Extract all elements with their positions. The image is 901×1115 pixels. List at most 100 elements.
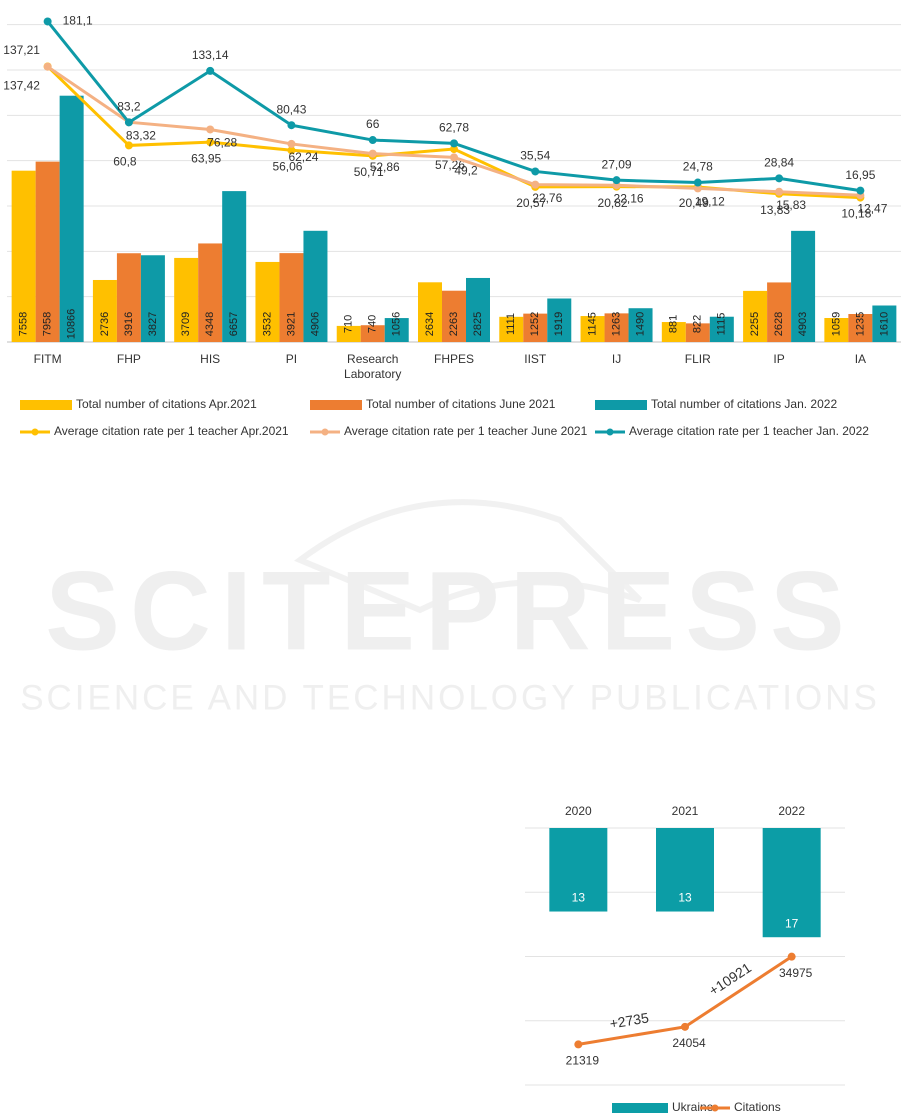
x-tick-label: FLIR (684, 352, 711, 366)
bar-value-label: 4906 (309, 312, 321, 336)
bar-value-label: 1490 (634, 312, 646, 336)
bar (824, 317, 849, 342)
bar-value-label: 2255 (749, 312, 761, 336)
bar (499, 316, 524, 342)
line-marker (450, 145, 458, 154)
bar-value-label: 17 (785, 916, 799, 930)
line-marker (124, 141, 133, 150)
bar (872, 305, 897, 342)
legend-swatch (595, 400, 647, 410)
line-value-label: 10,18 (841, 207, 871, 221)
line-value-label: 20,82 (598, 196, 628, 210)
line-marker (368, 136, 377, 145)
bar (685, 323, 710, 342)
legend-swatch (310, 400, 362, 410)
bar (549, 828, 608, 912)
legend-label: Average citation rate per 1 teacher June… (344, 424, 588, 438)
line-value-label: 15,83 (776, 198, 806, 212)
watermark-shape (293, 499, 643, 614)
line-marker (287, 121, 296, 130)
bar-value-label: 1059 (830, 312, 842, 336)
bar (767, 282, 792, 342)
bar-value-label: 7958 (42, 312, 54, 336)
bar (604, 313, 629, 342)
line-marker (287, 139, 296, 148)
line-value-label: 137,42 (3, 79, 40, 93)
legend-swatch-marker (606, 428, 614, 436)
legend-label: Average citation rate per 1 teacher Jan.… (629, 424, 869, 438)
line-marker (681, 1022, 689, 1031)
x-tick-label: FHP (116, 352, 141, 366)
bar (656, 828, 714, 912)
legend-swatch-marker (321, 428, 329, 436)
line-value-label: 19,12 (695, 195, 725, 209)
bar (523, 313, 548, 342)
bar-value-label: 10866 (66, 309, 78, 340)
legend-label: Average citation rate per 1 teacher Apr.… (54, 424, 289, 438)
x-tick-label: IIST (524, 352, 547, 366)
legend-label: Total number of citations Jan. 2022 (651, 397, 837, 411)
line-value-label: 50,71 (354, 165, 384, 179)
line-marker (612, 176, 621, 185)
bar-value-label: 3709 (180, 312, 192, 336)
bar (198, 243, 223, 342)
line-value-label: 62,24 (288, 150, 318, 164)
bar-value-label: 7558 (18, 312, 30, 336)
line-value-label: 24,78 (683, 160, 713, 174)
x-tick-label: 2021 (672, 804, 699, 818)
line-value-label: 34975 (779, 966, 813, 980)
bar (762, 828, 821, 938)
bar-value-label: 1919 (553, 312, 565, 336)
line-marker (531, 180, 540, 189)
bar (59, 95, 84, 342)
line-marker (787, 952, 796, 961)
bar (35, 161, 60, 342)
line-marker (531, 167, 540, 176)
line-value-label: 137,21 (3, 43, 40, 57)
line-marker (206, 125, 215, 134)
bar (442, 290, 466, 342)
bar-value-label: 1610 (878, 312, 890, 336)
line-value-label: 181,1 (63, 14, 93, 28)
bar-value-label: 6657 (228, 312, 240, 336)
x-tick-label: IJ (611, 352, 622, 366)
line-value-label: 57,26 (435, 158, 465, 172)
bar (580, 316, 605, 342)
line-marker (206, 138, 215, 147)
bar-value-label: 4903 (797, 312, 809, 336)
line-value-label: 83,2 (117, 100, 141, 114)
line-marker (693, 178, 702, 187)
line-marker (368, 149, 377, 158)
x-tick-label: FHPES (433, 352, 474, 366)
line-value-label: 24054 (672, 1036, 706, 1050)
bar (279, 253, 304, 342)
line-marker (775, 174, 784, 183)
bar (848, 314, 873, 342)
bar (360, 325, 385, 342)
bar (222, 191, 247, 342)
line-value-label: 62,78 (439, 121, 469, 135)
bar (255, 261, 280, 342)
line-marker (206, 66, 215, 75)
bar-value-label: 1263 (610, 312, 622, 336)
x-tick-label: 2022 (778, 804, 805, 818)
bar-value-label: 881 (668, 315, 680, 333)
line-value-label: 80,43 (276, 102, 306, 116)
bar-value-label: 2263 (448, 312, 460, 336)
line-value-label: 22,16 (614, 191, 644, 205)
x-tick-label: HIS (200, 352, 221, 366)
bar (547, 298, 572, 342)
watermark: SCITEPRESS SCIENCE AND TECHNOLOGY PUBLIC… (20, 499, 877, 717)
bar-value-label: 3532 (261, 312, 273, 336)
line-value-label: 20,57 (516, 196, 546, 210)
line-value-label: 28,84 (764, 156, 794, 170)
line-marker (43, 62, 52, 71)
bar-value-label: 2628 (773, 312, 785, 336)
bar-value-label: 740 (367, 315, 379, 333)
legend-swatch (20, 400, 72, 410)
bar (418, 282, 442, 342)
bar (466, 277, 490, 342)
line-marker (450, 139, 458, 148)
